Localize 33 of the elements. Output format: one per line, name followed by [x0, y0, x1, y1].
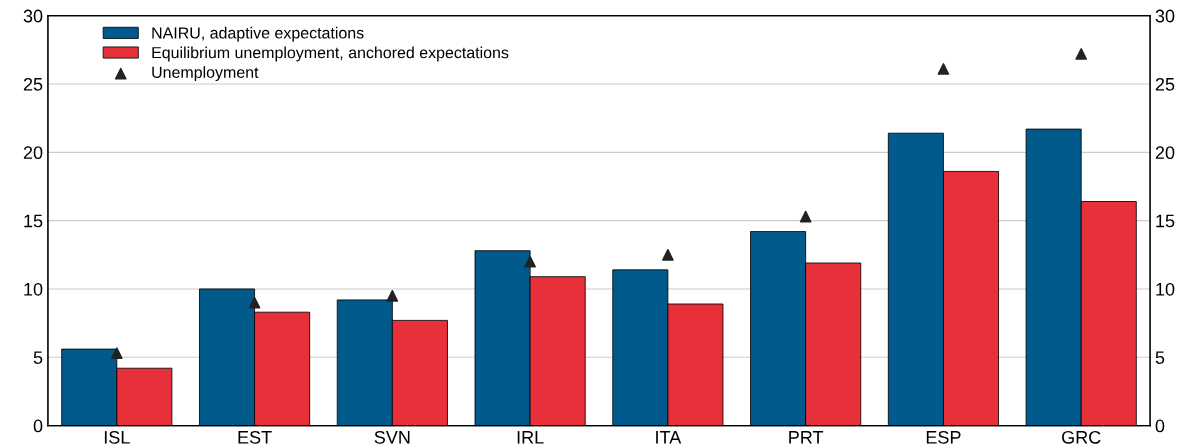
x-tick-label: ESP: [926, 430, 961, 444]
y2-tick-label: 30: [1155, 9, 1175, 23]
y2-tick-label: 15: [1156, 214, 1175, 228]
y-tick-label: 15: [24, 214, 43, 228]
x-tick-label: ISL: [104, 430, 130, 444]
y-tick-label: 25: [23, 77, 43, 91]
y2-tick-label: 5: [1155, 351, 1165, 364]
y-tick-label: 20: [23, 146, 43, 160]
legend-label: NAIRU, adaptive expectations: [152, 26, 364, 42]
point: [1075, 48, 1088, 60]
y2-tick-label: 20: [1155, 146, 1175, 160]
x-tick-label: EST: [238, 430, 272, 444]
point: [248, 296, 261, 309]
point: [524, 255, 536, 268]
x-tick-label: SVN: [374, 430, 410, 444]
point: [110, 347, 123, 360]
point: [937, 63, 950, 75]
y2-tick-label: 25: [1155, 77, 1175, 91]
legend-label: Equilibrium unemployment, anchored expectations: [152, 46, 509, 62]
y-tick-label: 0: [33, 419, 43, 433]
point: [799, 210, 812, 223]
legend-label: Unemployment: [152, 66, 259, 82]
x-tick-label: PRT: [789, 431, 824, 444]
point: [662, 248, 674, 261]
y2-tick-label: 0: [1155, 419, 1165, 433]
x-tick-label: GRC: [1062, 430, 1101, 444]
y-tick-label: 30: [23, 9, 43, 23]
y-tick-label: 10: [24, 282, 43, 296]
y2-tick-label: 10: [1156, 282, 1175, 296]
point: [386, 289, 399, 302]
x-tick-label: IRL: [517, 431, 544, 444]
y-tick-label: 5: [33, 351, 43, 364]
x-tick-label: ITA: [656, 431, 682, 444]
